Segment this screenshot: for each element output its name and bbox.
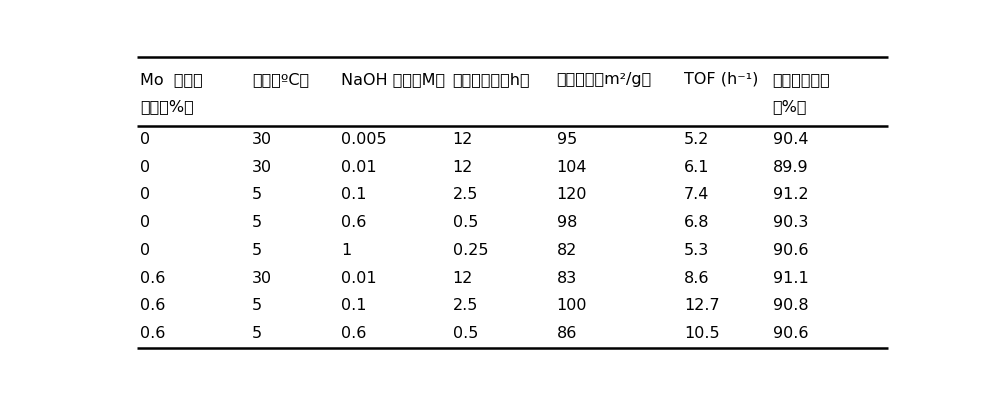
Text: TOF (h⁻¹): TOF (h⁻¹) xyxy=(684,72,758,87)
Text: 子比（%）: 子比（%） xyxy=(140,99,194,114)
Text: 90.8: 90.8 xyxy=(773,298,808,314)
Text: 0: 0 xyxy=(140,243,151,258)
Text: 10.5: 10.5 xyxy=(684,326,720,341)
Text: 5: 5 xyxy=(252,243,262,258)
Text: 104: 104 xyxy=(557,160,587,175)
Text: 0.01: 0.01 xyxy=(341,160,376,175)
Text: （%）: （%） xyxy=(773,99,807,114)
Text: 0.5: 0.5 xyxy=(453,326,478,341)
Text: 90.4: 90.4 xyxy=(773,132,808,147)
Text: 比表面积（m²/g）: 比表面积（m²/g） xyxy=(557,72,652,87)
Text: 90.3: 90.3 xyxy=(773,215,808,230)
Text: 30: 30 xyxy=(252,132,272,147)
Text: 0: 0 xyxy=(140,188,151,203)
Text: 0.6: 0.6 xyxy=(140,271,166,286)
Text: 90.6: 90.6 xyxy=(773,326,808,341)
Text: 100: 100 xyxy=(557,298,587,314)
Text: 12: 12 xyxy=(453,271,473,286)
Text: 0.1: 0.1 xyxy=(341,188,366,203)
Text: 7.4: 7.4 xyxy=(684,188,709,203)
Text: 30: 30 xyxy=(252,160,272,175)
Text: 0.25: 0.25 xyxy=(453,243,488,258)
Text: NaOH 浓度（M）: NaOH 浓度（M） xyxy=(341,72,445,87)
Text: 6.1: 6.1 xyxy=(684,160,709,175)
Text: 0: 0 xyxy=(140,215,151,230)
Text: 91.2: 91.2 xyxy=(773,188,808,203)
Text: Mo  占总原: Mo 占总原 xyxy=(140,72,203,87)
Text: 6.8: 6.8 xyxy=(684,215,709,230)
Text: 95: 95 xyxy=(557,132,577,147)
Text: 0.6: 0.6 xyxy=(140,298,166,314)
Text: 5: 5 xyxy=(252,326,262,341)
Text: 0.6: 0.6 xyxy=(341,326,366,341)
Text: 0.5: 0.5 xyxy=(453,215,478,230)
Text: 5.3: 5.3 xyxy=(684,243,709,258)
Text: 相剥离时间（h）: 相剥离时间（h） xyxy=(453,72,530,87)
Text: 0: 0 xyxy=(140,160,151,175)
Text: 90.6: 90.6 xyxy=(773,243,808,258)
Text: 8.6: 8.6 xyxy=(684,271,709,286)
Text: 1: 1 xyxy=(341,243,351,258)
Text: 0: 0 xyxy=(140,132,151,147)
Text: 0.1: 0.1 xyxy=(341,298,366,314)
Text: 温度（ºC）: 温度（ºC） xyxy=(252,72,309,87)
Text: 2.5: 2.5 xyxy=(453,188,478,203)
Text: 12: 12 xyxy=(453,132,473,147)
Text: 98: 98 xyxy=(557,215,577,230)
Text: 82: 82 xyxy=(557,243,577,258)
Text: 0.6: 0.6 xyxy=(140,326,166,341)
Text: 5.2: 5.2 xyxy=(684,132,709,147)
Text: 5: 5 xyxy=(252,188,262,203)
Text: 12.7: 12.7 xyxy=(684,298,720,314)
Text: 0.01: 0.01 xyxy=(341,271,376,286)
Text: 0.6: 0.6 xyxy=(341,215,366,230)
Text: 2.5: 2.5 xyxy=(453,298,478,314)
Text: 83: 83 xyxy=(557,271,577,286)
Text: 5: 5 xyxy=(252,215,262,230)
Text: 苯乙烯选择性: 苯乙烯选择性 xyxy=(773,72,830,87)
Text: 91.1: 91.1 xyxy=(773,271,808,286)
Text: 5: 5 xyxy=(252,298,262,314)
Text: 0.005: 0.005 xyxy=(341,132,386,147)
Text: 120: 120 xyxy=(557,188,587,203)
Text: 86: 86 xyxy=(557,326,577,341)
Text: 30: 30 xyxy=(252,271,272,286)
Text: 89.9: 89.9 xyxy=(773,160,808,175)
Text: 12: 12 xyxy=(453,160,473,175)
